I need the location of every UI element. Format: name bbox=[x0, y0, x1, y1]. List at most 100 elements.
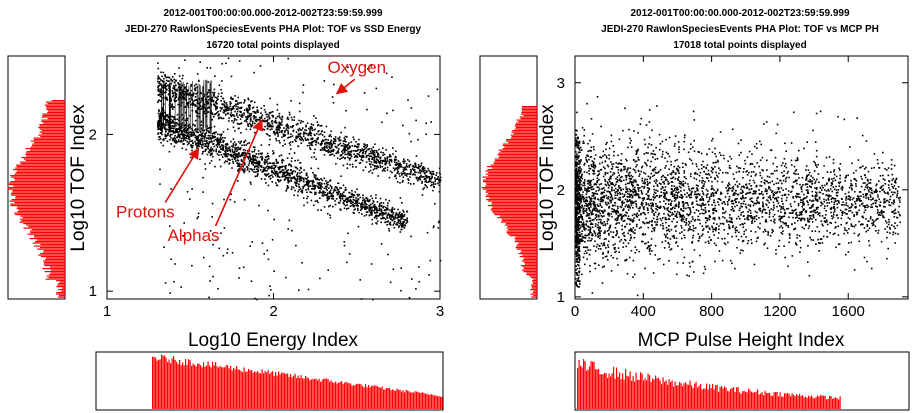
data-point bbox=[269, 175, 271, 177]
data-point bbox=[234, 146, 236, 149]
data-point bbox=[158, 123, 161, 125]
hist-bar bbox=[578, 359, 580, 409]
data-point bbox=[292, 170, 295, 172]
data-point bbox=[297, 128, 299, 131]
hist-bar bbox=[59, 281, 65, 283]
hist-bar bbox=[8, 184, 66, 186]
hist-bar bbox=[743, 390, 745, 409]
data-point bbox=[340, 157, 343, 159]
data-point bbox=[322, 192, 324, 195]
data-point bbox=[354, 144, 356, 147]
data-point bbox=[859, 200, 861, 202]
data-point bbox=[323, 177, 326, 180]
hist-bar bbox=[40, 136, 65, 138]
hist-bar bbox=[779, 392, 781, 409]
hist-bar bbox=[32, 143, 65, 145]
data-point bbox=[218, 143, 220, 146]
data-point bbox=[246, 166, 249, 168]
data-point bbox=[894, 242, 896, 244]
data-point bbox=[384, 160, 386, 162]
data-point bbox=[200, 146, 203, 148]
data-point bbox=[181, 91, 184, 94]
hist-bar bbox=[159, 359, 161, 409]
data-point bbox=[278, 115, 280, 117]
data-point bbox=[177, 97, 180, 100]
data-point bbox=[400, 165, 403, 168]
data-point bbox=[386, 160, 388, 163]
data-point bbox=[253, 155, 255, 158]
data-point bbox=[286, 188, 288, 190]
hist-bar bbox=[694, 383, 696, 409]
data-point bbox=[305, 189, 307, 191]
data-point bbox=[309, 148, 312, 150]
data-point bbox=[382, 206, 384, 209]
y-tick-label: 1 bbox=[89, 283, 97, 300]
data-point bbox=[594, 235, 597, 237]
data-point bbox=[248, 109, 250, 111]
data-point bbox=[594, 217, 597, 219]
data-point bbox=[290, 100, 292, 102]
data-point bbox=[201, 99, 203, 102]
hist-bar bbox=[784, 393, 786, 409]
data-point bbox=[382, 147, 384, 149]
data-point bbox=[213, 145, 216, 148]
data-point bbox=[181, 84, 183, 87]
hist-bar bbox=[392, 389, 394, 409]
data-point bbox=[593, 170, 595, 173]
data-point bbox=[227, 147, 229, 150]
hist-bar bbox=[299, 377, 301, 409]
hist-bar bbox=[14, 173, 66, 175]
data-point bbox=[413, 166, 416, 169]
data-point bbox=[432, 170, 435, 173]
data-point bbox=[257, 153, 260, 155]
hist-bar bbox=[839, 396, 841, 409]
data-point bbox=[380, 212, 382, 215]
hist-bar bbox=[492, 206, 537, 208]
data-point bbox=[176, 118, 179, 121]
data-point bbox=[362, 169, 365, 172]
data-point bbox=[268, 117, 271, 119]
data-point bbox=[397, 208, 399, 211]
data-point bbox=[199, 61, 201, 63]
data-point bbox=[273, 270, 275, 272]
data-point bbox=[181, 77, 184, 80]
data-point bbox=[426, 170, 428, 172]
data-point bbox=[361, 207, 363, 210]
data-point bbox=[162, 91, 165, 94]
hist-bar bbox=[529, 275, 537, 277]
data-point bbox=[341, 150, 343, 153]
data-point bbox=[321, 147, 324, 149]
hist-bar bbox=[589, 366, 591, 409]
hist-bar bbox=[330, 380, 332, 409]
data-point bbox=[294, 139, 296, 141]
hist-bar bbox=[501, 218, 537, 220]
data-point bbox=[594, 232, 597, 235]
data-point bbox=[400, 216, 403, 218]
data-point bbox=[434, 183, 437, 185]
data-point bbox=[812, 214, 815, 216]
data-point bbox=[243, 120, 246, 122]
data-point bbox=[375, 214, 377, 217]
hist-bar bbox=[58, 283, 65, 285]
data-point bbox=[323, 131, 326, 133]
hist-bar bbox=[19, 221, 65, 223]
data-point bbox=[224, 160, 227, 162]
hist-bar bbox=[737, 387, 739, 409]
data-point bbox=[400, 224, 402, 227]
data-point bbox=[241, 144, 243, 147]
data-point bbox=[315, 178, 317, 181]
data-point bbox=[426, 181, 428, 184]
data-point bbox=[175, 128, 178, 130]
hist-bar bbox=[488, 193, 537, 195]
data-point bbox=[255, 159, 258, 161]
data-point bbox=[236, 165, 239, 167]
data-point bbox=[283, 130, 286, 132]
data-point bbox=[270, 289, 272, 291]
data-point bbox=[356, 143, 359, 145]
data-point bbox=[207, 102, 209, 105]
hist-bar bbox=[613, 366, 615, 409]
data-point bbox=[171, 125, 174, 127]
data-point bbox=[191, 139, 194, 142]
data-point bbox=[400, 267, 402, 269]
hist-bar bbox=[486, 166, 537, 168]
